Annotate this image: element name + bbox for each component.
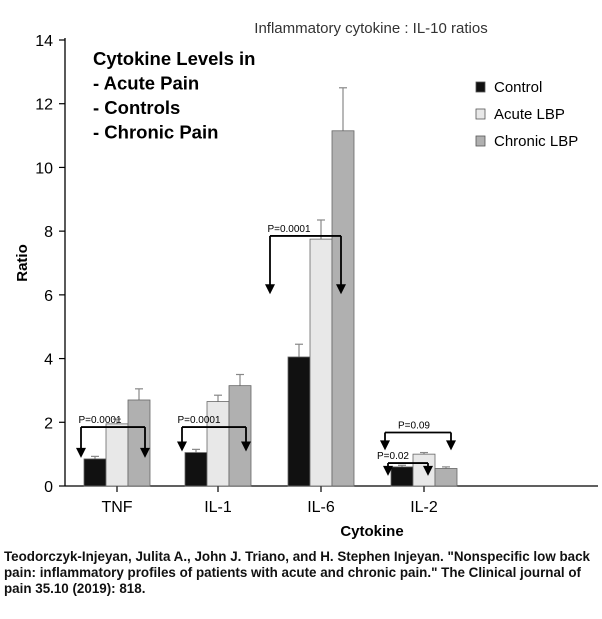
arrow-head [265,284,275,295]
x-tick-label: IL-6 [307,499,335,516]
arrow-head [423,465,433,476]
arrow-head [177,441,187,452]
bar [390,466,414,487]
comparison-label: P=0.0001 [267,224,311,235]
y-tick-label: 2 [44,415,53,432]
chart-bars [83,87,458,487]
legend-swatch [475,108,486,120]
bar [434,468,458,487]
y-tick-label: 12 [35,97,53,114]
y-tick-label: 6 [44,288,53,305]
bar [309,238,333,487]
y-axis-label: Ratio [14,244,31,282]
legend-swatch [475,135,486,147]
legend-label: Control [494,79,542,96]
bar [331,130,355,487]
citation-text: Teodorczyk-Injeyan, Julita A., John J. T… [4,549,590,596]
bar [83,458,107,487]
y-tick-label: 4 [44,352,53,369]
annotation-box: Cytokine Levels in - Acute Pain - Controls… [93,48,255,143]
comparison-label: P=0.09 [398,420,430,431]
bar [184,452,208,487]
y-tick-label: 10 [35,160,53,177]
arrow-head [241,441,251,452]
arrow-head [383,465,393,476]
annotation-line: - Controls [93,97,180,118]
arrow-head [76,447,86,458]
chart-title: Inflammatory cytokine : IL-10 ratios [254,20,487,37]
annotation-line: - Acute Pain [93,73,199,94]
arrow-head [140,447,150,458]
comparison-label: P=0.0001 [177,415,221,426]
annotation-line: - Chronic Pain [93,122,218,143]
legend-label: Acute LBP [494,106,565,123]
arrow-head [336,284,346,295]
chart-legend: Control Acute LBP Chronic LBP [475,79,578,150]
y-tick-label: 0 [44,479,53,496]
legend-label: Chronic LBP [494,133,578,150]
legend-swatch [475,81,486,93]
bar [127,399,151,487]
bar [228,385,252,487]
x-tick-label: IL-1 [204,499,232,516]
y-tick-label: 8 [44,224,53,241]
comparison-label: P=0.0001 [78,415,122,426]
chart-axes: 0 2 4 6 8 10 12 14 Ratio Cytokine TNF IL-1 IL-6 IL-2 [14,33,598,540]
x-axis-label: Cytokine [340,523,403,540]
arrow-head [446,440,456,451]
arrow-head [380,440,390,451]
bar [287,356,311,487]
bar [412,453,436,487]
comparison-brackets: P=0.0001 P=0.0001 P=0.0001 P=0.02 P=0.09 [76,224,456,476]
x-tick-label: IL-2 [410,499,438,516]
comparison-label: P=0.02 [377,451,409,462]
bar-chart: Inflammatory cytokine : IL-10 ratios Cyt… [14,20,598,540]
bar [105,423,129,487]
y-tick-label: 14 [35,33,53,50]
annotation-line: Cytokine Levels in [93,48,255,69]
x-tick-label: TNF [101,499,132,516]
